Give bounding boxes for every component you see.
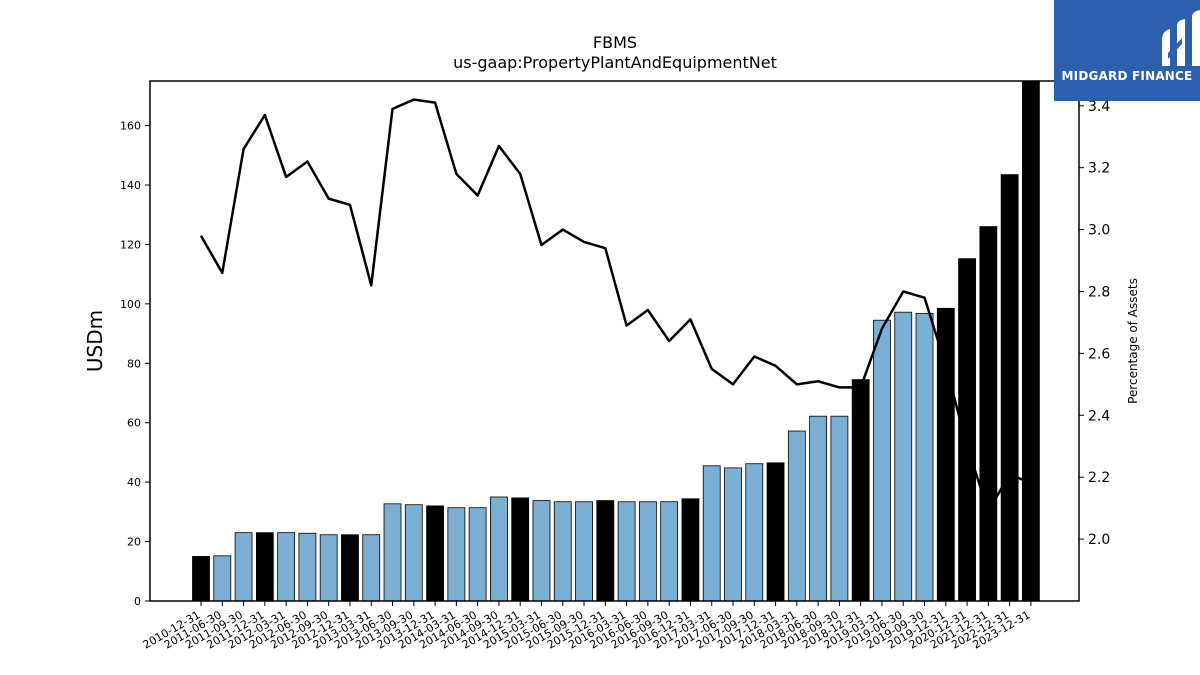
bar: [362, 534, 381, 602]
bar: [787, 430, 806, 602]
line-series: [199, 98, 1032, 513]
bar: [213, 555, 232, 602]
y2-tick-label: 2.8: [1088, 284, 1110, 300]
bar: [511, 497, 530, 602]
bar: [532, 500, 551, 602]
chart-title: FBMS: [593, 33, 637, 52]
bar: [745, 463, 764, 602]
bar: [1022, 80, 1040, 602]
y-tick-label: 60: [127, 417, 141, 430]
bar: [830, 415, 849, 602]
bar: [596, 500, 615, 602]
y-tick-label: 160: [120, 120, 141, 133]
y-tick-label: 140: [120, 179, 141, 192]
x-ticks: 2010-12-312011-06-302011-09-302011-12-31…: [141, 601, 1032, 652]
bar: [915, 312, 934, 602]
y2-tick-label: 2.6: [1088, 346, 1110, 362]
y2-axis-label: Percentage of Assets: [1126, 278, 1140, 404]
y-tick-label: 100: [120, 298, 141, 311]
bar: [234, 532, 253, 602]
bar: [341, 534, 359, 602]
plot-frame: [149, 80, 1080, 602]
midgard-finance-logo: MIDGARD FINANCE: [1054, 0, 1200, 101]
y2-tick-label: 3.2: [1088, 161, 1110, 177]
y2-tick-label: 3.4: [1088, 99, 1110, 115]
y-tick-label: 0: [134, 595, 141, 608]
y-ticks: 0 20 40 60 80 100 120 140 160: [120, 120, 150, 608]
chart-subtitle: us-gaap:PropertyPlantAndEquipmentNet: [453, 53, 777, 72]
bar: [192, 556, 210, 602]
bar: [255, 532, 274, 602]
bar: [724, 467, 742, 602]
bar: [894, 311, 913, 602]
bar: [426, 505, 444, 602]
bar: [660, 501, 679, 602]
bar: [766, 462, 785, 602]
bar: [809, 415, 828, 602]
bar: [681, 498, 700, 602]
bar: [638, 501, 657, 602]
bar: [702, 465, 721, 602]
bar: [490, 496, 508, 602]
y-tick-label: 20: [127, 536, 141, 549]
bar: [873, 319, 891, 602]
y2-tick-label: 2.0: [1088, 532, 1110, 548]
y-tick-label: 120: [120, 238, 141, 251]
bar: [319, 534, 338, 602]
y2-tick-label: 2.2: [1088, 470, 1110, 486]
bar: [958, 258, 976, 602]
bar: [447, 507, 466, 602]
bar: [383, 503, 402, 602]
y-tick-label: 80: [127, 357, 141, 370]
y2-tick-label: 2.4: [1088, 408, 1110, 424]
bar: [1000, 174, 1019, 602]
bars: [192, 80, 1040, 602]
y-tick-label: 40: [127, 476, 141, 489]
y2-ticks: 2.0 2.2 2.4 2.6 2.8 3.0 3.2 3.4: [1079, 99, 1110, 548]
bar: [404, 504, 423, 602]
bar: [575, 501, 593, 602]
bar: [851, 379, 870, 602]
logo-text: MIDGARD FINANCE: [1061, 69, 1193, 83]
bar: [979, 226, 998, 602]
bar: [277, 532, 296, 602]
bar: [553, 501, 572, 602]
bar: [468, 507, 487, 602]
y2-tick-label: 3.0: [1088, 223, 1110, 239]
bar: [617, 501, 636, 602]
logo-mark-icon: [1162, 10, 1200, 66]
bar: [936, 307, 955, 602]
bar: [298, 532, 317, 602]
line-layer: [199, 98, 1032, 513]
y-axis-label: USDm: [83, 310, 107, 372]
